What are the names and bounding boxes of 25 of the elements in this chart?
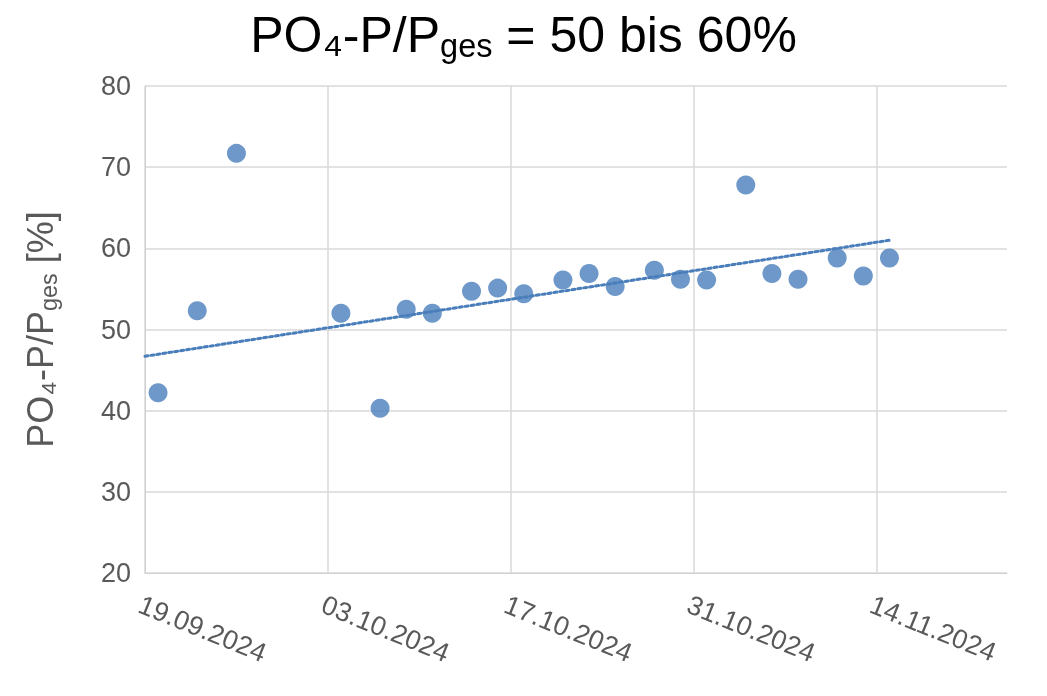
point: [148, 383, 168, 403]
point: [488, 278, 508, 298]
point: [697, 270, 717, 290]
point: [370, 398, 390, 418]
point: [226, 143, 246, 163]
chart-title: PO₄-P/Pges = 50 bis 60%: [250, 6, 797, 64]
point: [187, 301, 207, 321]
y-tick-label: 50: [100, 314, 131, 345]
y-tick-label: 80: [100, 71, 131, 101]
point: [788, 269, 808, 289]
point: [462, 281, 482, 301]
y-tick-label: 70: [100, 152, 131, 183]
y-tick-label: 30: [100, 476, 131, 507]
y-tick-label: 60: [100, 233, 131, 264]
y-tick-label: 40: [100, 395, 131, 426]
point: [579, 264, 599, 283]
point: [879, 248, 899, 268]
point: [331, 303, 351, 323]
point: [736, 175, 756, 195]
point: [853, 266, 873, 286]
y-tick-label: 20: [100, 558, 131, 588]
point: [827, 248, 847, 268]
y-axis-title: PO₄-P/Pges [%]: [19, 211, 62, 448]
point: [553, 270, 573, 290]
point: [762, 264, 782, 283]
